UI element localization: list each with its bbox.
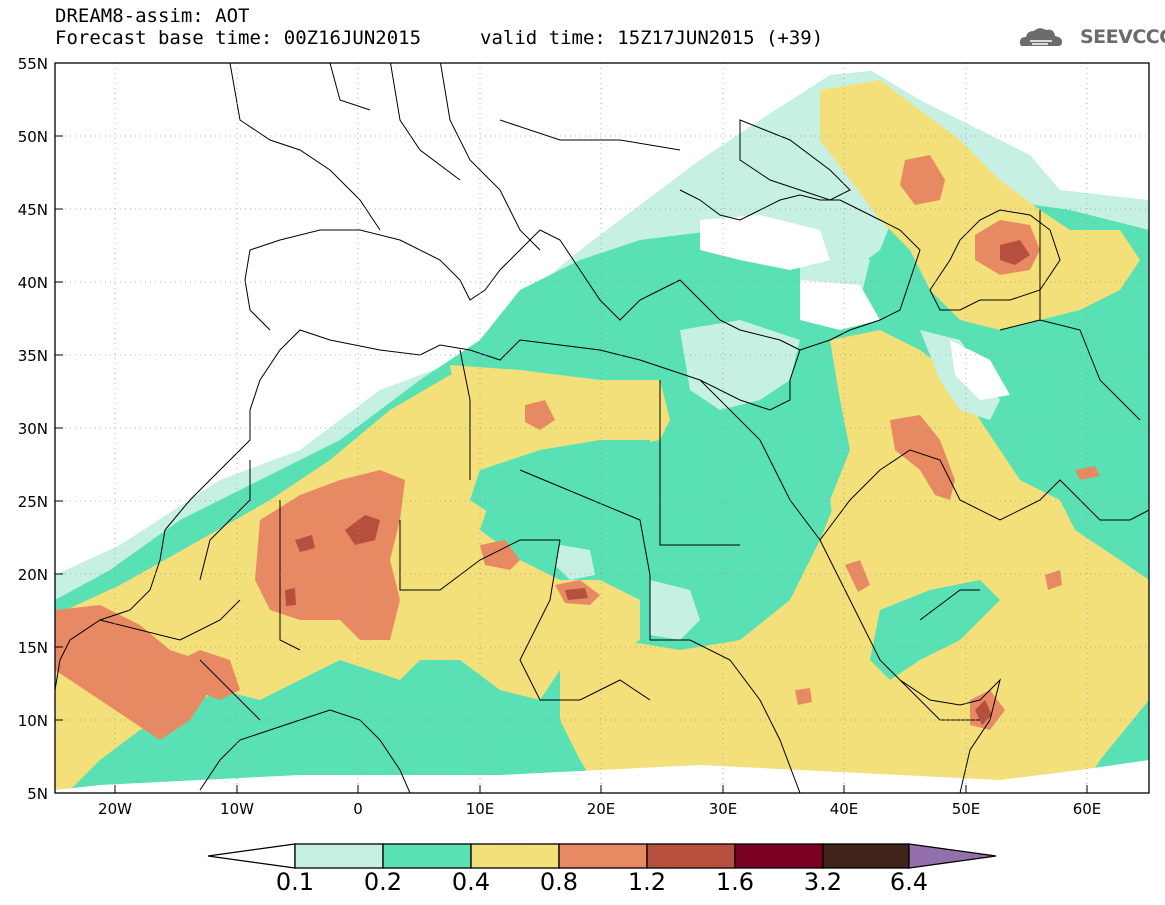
lon-label: 20W	[98, 800, 132, 818]
lon-label: 60E	[1072, 800, 1102, 818]
lat-label: 55N	[17, 55, 48, 73]
colorbar-label: 3.2	[803, 868, 843, 896]
colorbar-label: 0.1	[275, 868, 315, 896]
axis-ticks	[55, 135, 1088, 793]
lat-label: 25N	[17, 493, 48, 511]
lon-label: 10E	[465, 800, 495, 818]
lat-label: 5N	[27, 785, 48, 803]
lat-label: 35N	[17, 347, 48, 365]
colorbar-label: 0.4	[451, 868, 491, 896]
map-title: DREAM8-assim: AOT	[55, 5, 250, 27]
colorbar-label: 0.8	[539, 868, 579, 896]
graticule	[55, 63, 1149, 793]
forecast-base-time: Forecast base time: 00Z16JUN2015 valid ti…	[55, 27, 823, 49]
colorbar-label: 1.6	[715, 868, 755, 896]
lat-label: 40N	[17, 274, 48, 292]
logo-text: SEEVCCC	[1080, 26, 1165, 48]
lon-label: 0	[353, 800, 363, 818]
aot-fields	[55, 63, 1149, 793]
colorbar-label: 6.4	[889, 868, 929, 896]
base-time-text: Forecast base time: 00Z16JUN2015	[55, 27, 422, 49]
lon-label: 40E	[829, 800, 859, 818]
lat-label: 20N	[17, 566, 48, 584]
lat-label: 15N	[17, 639, 48, 657]
lat-label: 45N	[17, 201, 48, 219]
lat-label: 50N	[17, 128, 48, 146]
lon-label: 50E	[951, 800, 981, 818]
lon-label: 20E	[586, 800, 616, 818]
lon-label: 10W	[220, 800, 254, 818]
cloud-icon	[1020, 28, 1062, 46]
lat-label: 30N	[17, 420, 48, 438]
coastlines	[55, 63, 1149, 793]
valid-time-text: valid time: 15Z17JUN2015 (+39)	[480, 27, 824, 49]
lat-label: 10N	[17, 712, 48, 730]
lon-label: 30E	[708, 800, 738, 818]
colorbar-label: 1.2	[627, 868, 667, 896]
colorbar-label: 0.2	[363, 868, 403, 896]
